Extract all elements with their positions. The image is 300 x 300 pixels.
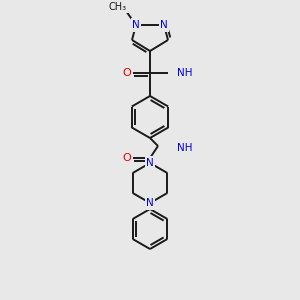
Text: O: O [123,153,131,163]
Text: NH: NH [177,143,193,153]
Text: NH: NH [177,68,193,78]
Text: N: N [146,198,154,208]
Text: N: N [160,20,168,30]
Text: O: O [123,68,131,78]
Text: N: N [146,158,154,168]
Text: CH₃: CH₃ [109,2,127,12]
Text: N: N [132,20,140,30]
